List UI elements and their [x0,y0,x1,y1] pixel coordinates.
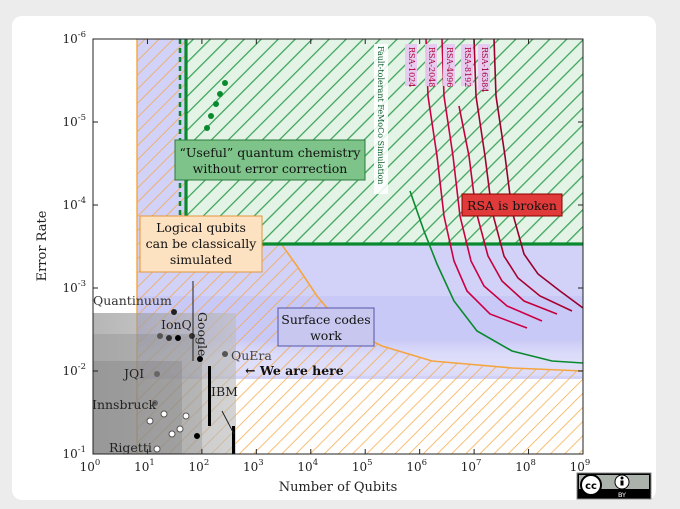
cc-by-badge[interactable]: cc BY [576,472,652,500]
x-tick-label: 109 [570,458,591,474]
classical-sim-box [139,215,263,273]
x-tick-label: 103 [243,458,264,474]
y-axis-label: Error Rate [35,210,50,281]
x-tick-label: 106 [406,458,427,474]
we-are-here-label: ← We are here [245,363,344,378]
device-label: IonQ [161,317,192,332]
x-tick-label: 104 [297,458,318,474]
curve-label: Fault-tolerant FeMoCo Simulation [376,46,385,184]
x-tick-label: 107 [461,458,482,474]
surface-codes-label: Surface codes work [281,312,370,343]
figure-card: 100 101 102 103 104 105 106 107 108 109 10-6 10-5 1… [12,16,656,500]
useful-chemistry-points [199,80,228,147]
x-tick-label: 102 [189,458,210,474]
svg-text:cc: cc [585,481,597,492]
curve-label: RSA-2048 [427,47,436,87]
qubit-error-chart: 100 101 102 103 104 105 106 107 108 109 10-610-51… [35,30,652,500]
y-tick-label: 10-6 [62,30,86,46]
useful-chemistry-box [174,139,366,181]
device-grey-region [93,313,236,454]
rsa-8192-curve [473,39,573,312]
x-tick-label: 101 [134,458,155,474]
y-axis-ticks: 10-6 10-5 10-4 10-3 10-2 10-1 [62,30,583,461]
plot-frame [92,38,584,455]
x-tick-label: 108 [515,458,536,474]
cc-icon [580,474,602,496]
y-tick-label: 10-1 [62,445,86,461]
y-tick-label: 10-4 [62,196,86,212]
device-label: Google [195,312,210,356]
surface-codes-box [277,307,375,347]
y-tick-label: 10-2 [62,362,86,378]
femoco-curve [409,190,583,364]
device-labels: Quantinuum IonQ Google QuEra JQI Innsbru… [92,293,272,455]
device-markers [146,281,235,454]
classical-sim-label: Logical qubits can be classically simulate… [146,220,258,267]
y-tick-label: 10-3 [62,279,86,295]
device-label: JQI [122,366,144,381]
device-label: Innsbruck [92,397,156,412]
curve-label: RSA-8192 [463,47,472,87]
x-tick-label: 105 [352,458,373,474]
device-label: IBM [211,384,238,399]
rsa-broken-label: RSA is broken [467,198,557,213]
x-axis-ticks: 100 101 102 103 104 105 106 107 108 109 [80,39,591,474]
rsa-16384-curve [493,39,583,309]
device-label: Quantinuum [93,293,172,308]
x-axis-label: Number of Qubits [279,480,398,495]
y-tick-label: 10-5 [62,113,86,129]
device-label: Rigetti [109,440,152,455]
rsa-4096-curve [458,105,558,315]
curve-labels: Fault-tolerant FeMoCo Simulation RSA-102… [374,44,490,194]
rsa-broken-box [461,193,563,217]
rsa-2048-curve [441,39,543,322]
x-tick-label: 100 [80,458,101,474]
device-label: QuEra [231,348,272,363]
svg-text:BY: BY [618,491,626,499]
device-grey-core [93,361,182,454]
device-grey-inner [93,334,202,454]
useful-chemistry-label: “Useful” quantum chemistry without error … [179,145,361,176]
rsa-1024-curve [425,39,528,329]
curve-label: RSA-4096 [445,47,454,87]
curve-label: RSA-16384 [480,47,489,92]
curve-label: RSA-1024 [407,47,416,87]
